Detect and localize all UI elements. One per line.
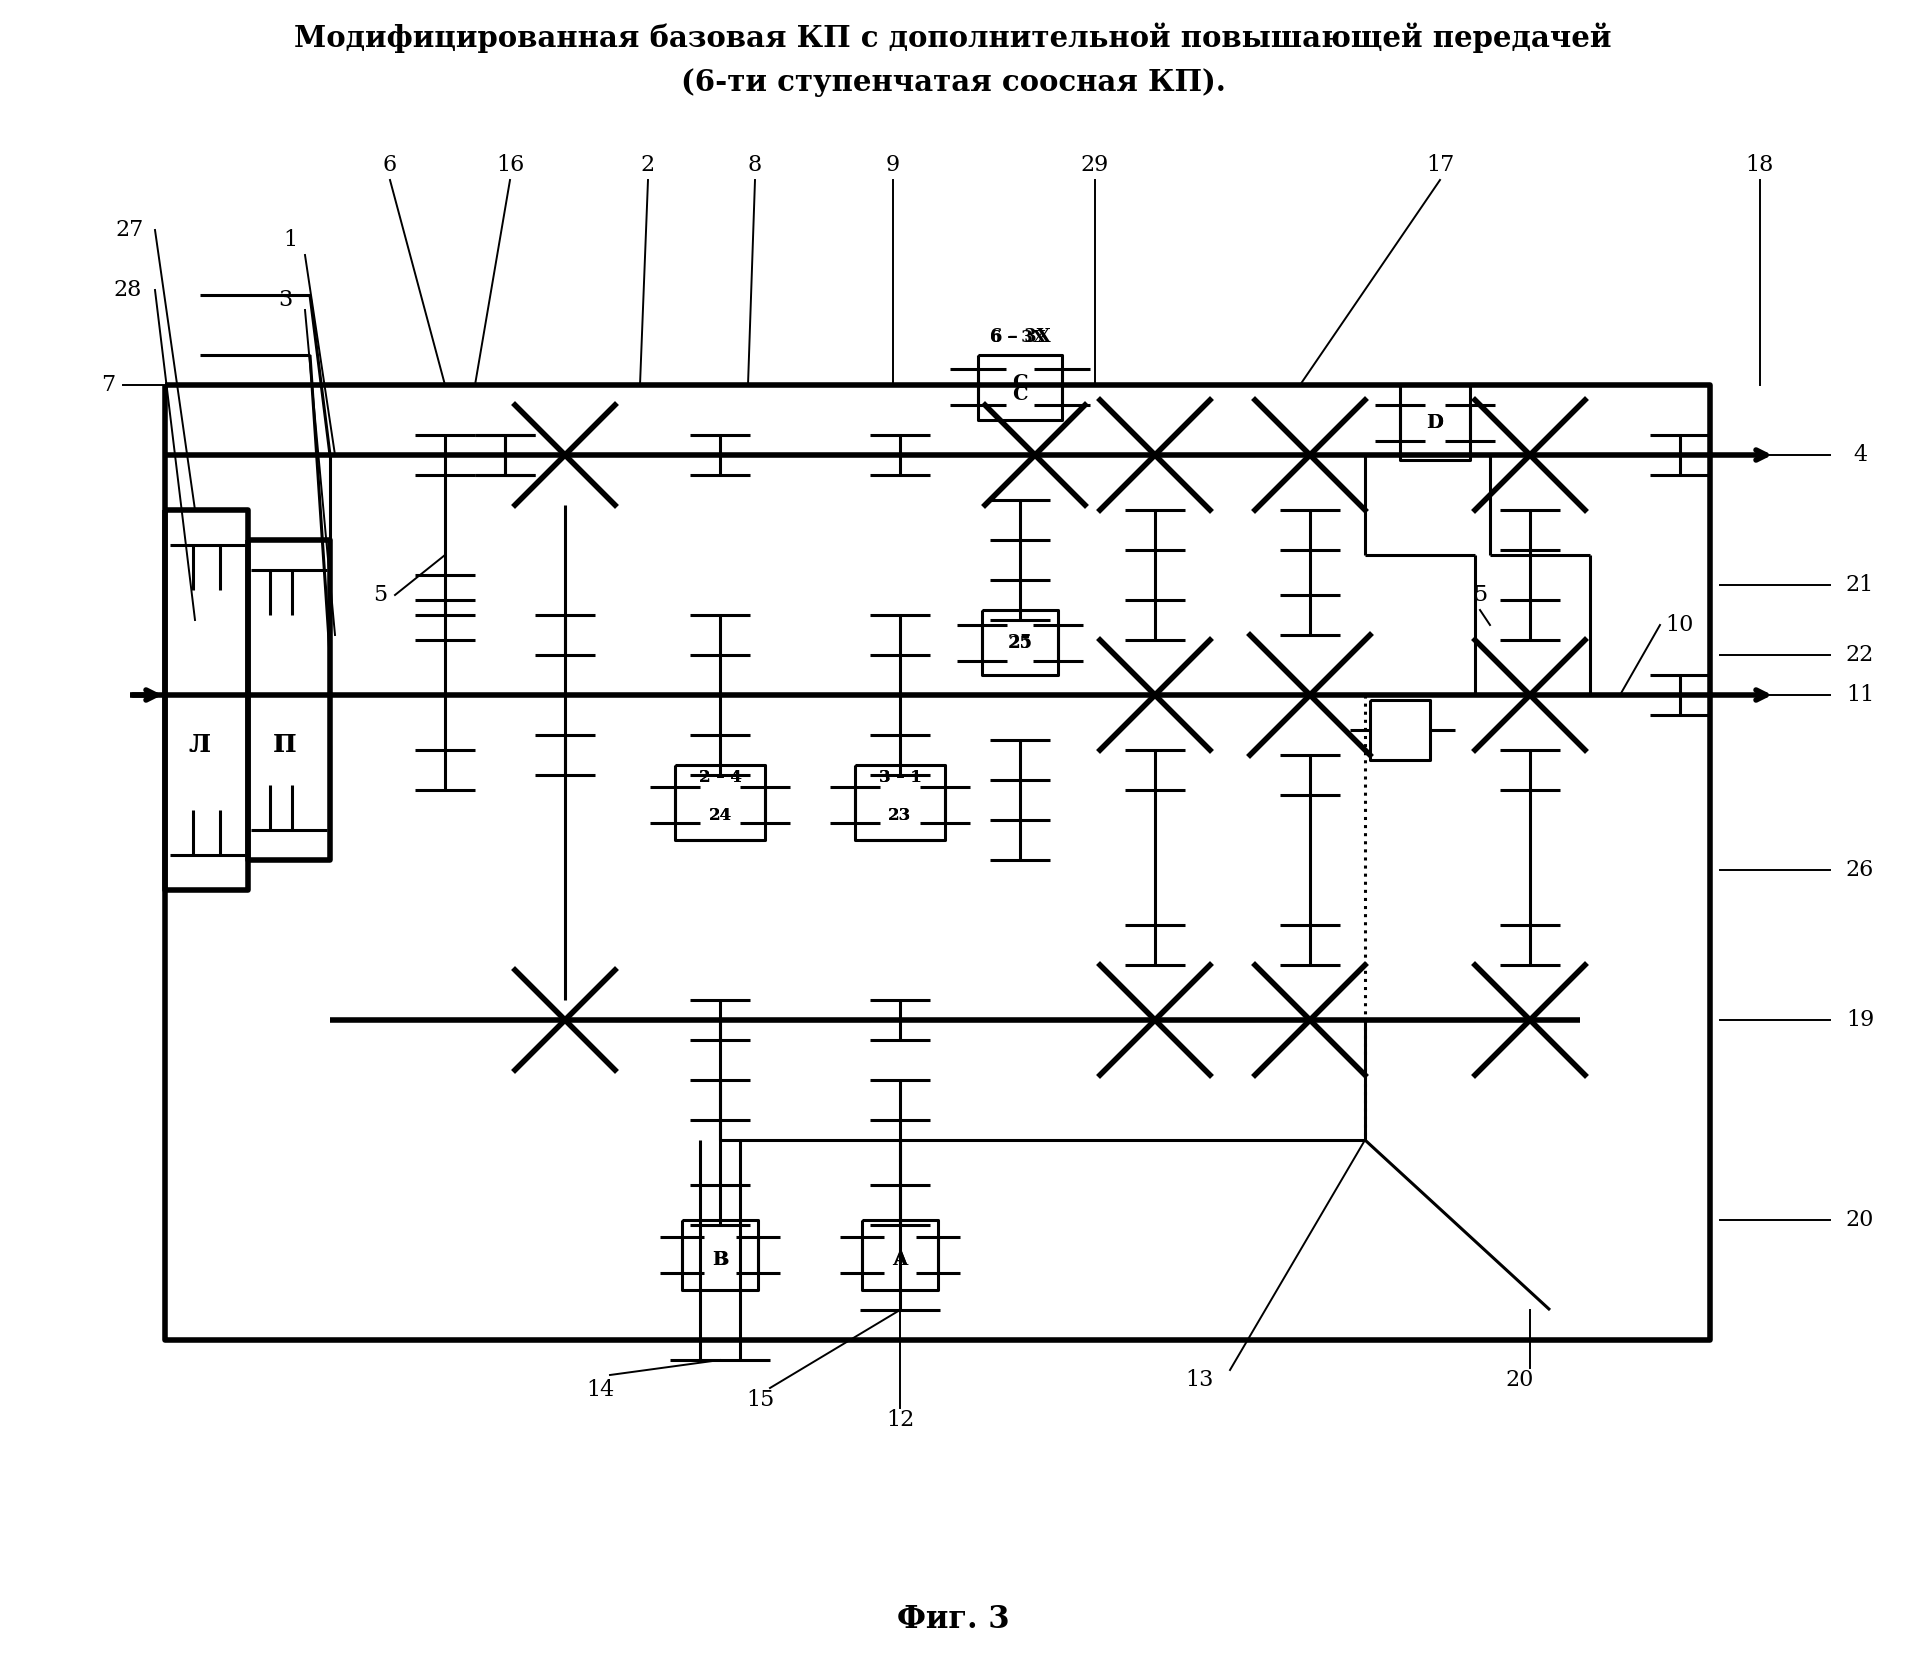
Text: 5: 5 — [1473, 585, 1486, 606]
Text: 27: 27 — [116, 218, 145, 242]
Text: 16: 16 — [495, 153, 524, 177]
Text: 20: 20 — [1505, 1369, 1534, 1391]
Text: B: B — [712, 1251, 728, 1269]
Text: B: B — [711, 1251, 728, 1269]
Text: C: C — [1012, 373, 1027, 392]
Text: A: A — [893, 1251, 907, 1269]
Text: A: A — [892, 1251, 907, 1269]
Text: 8: 8 — [747, 153, 762, 177]
Text: 21: 21 — [1844, 575, 1873, 596]
Text: D: D — [1425, 413, 1442, 431]
Text: 4: 4 — [1852, 445, 1867, 466]
Text: 25: 25 — [1008, 635, 1033, 651]
Text: 3 – 1: 3 – 1 — [878, 770, 920, 786]
Text: Фиг. 3: Фиг. 3 — [895, 1604, 1010, 1636]
Text: 23: 23 — [888, 806, 911, 823]
Text: 3 – 1: 3 – 1 — [878, 770, 920, 786]
Text: 19: 19 — [1844, 1010, 1873, 1031]
Text: 2: 2 — [640, 153, 655, 177]
Text: 22: 22 — [1844, 645, 1873, 666]
Text: Л: Л — [189, 733, 211, 756]
Text: 29: 29 — [1080, 153, 1109, 177]
Text: D: D — [1425, 413, 1442, 431]
Text: 1: 1 — [282, 228, 297, 252]
Text: 10: 10 — [1665, 615, 1694, 636]
Text: 7: 7 — [101, 373, 114, 397]
Text: 12: 12 — [886, 1409, 914, 1431]
Text: 9: 9 — [886, 153, 899, 177]
Text: 18: 18 — [1745, 153, 1774, 177]
Text: Л: Л — [189, 733, 210, 756]
Text: 25: 25 — [1008, 635, 1031, 651]
Text: 14: 14 — [585, 1379, 613, 1401]
Text: 24: 24 — [709, 806, 732, 823]
Text: Модифицированная базовая КП с дополнительной повышающей передачей: Модифицированная базовая КП с дополнител… — [293, 23, 1612, 53]
Text: 6 – 3Х: 6 – 3Х — [989, 328, 1046, 345]
Text: П: П — [274, 733, 295, 756]
Text: 2 – 4: 2 – 4 — [699, 770, 741, 786]
Text: П: П — [272, 733, 297, 756]
Text: C: C — [1012, 387, 1027, 403]
Text: 3: 3 — [278, 288, 291, 312]
Text: 26: 26 — [1844, 860, 1873, 881]
Text: (6-ти ступенчатая соосная КП).: (6-ти ступенчатая соосная КП). — [680, 68, 1225, 97]
Text: 17: 17 — [1425, 153, 1454, 177]
Text: 24: 24 — [709, 806, 732, 823]
Text: 28: 28 — [114, 278, 143, 302]
Text: 13: 13 — [1185, 1369, 1213, 1391]
Text: 23: 23 — [888, 806, 911, 823]
Text: 15: 15 — [745, 1389, 773, 1411]
Text: 20: 20 — [1844, 1210, 1873, 1231]
Text: 11: 11 — [1844, 685, 1873, 706]
Text: 2 – 4: 2 – 4 — [699, 770, 741, 786]
Text: 6: 6 — [383, 153, 396, 177]
Text: 6 – 3Х: 6 – 3Х — [989, 328, 1050, 347]
Text: 5: 5 — [373, 585, 387, 606]
